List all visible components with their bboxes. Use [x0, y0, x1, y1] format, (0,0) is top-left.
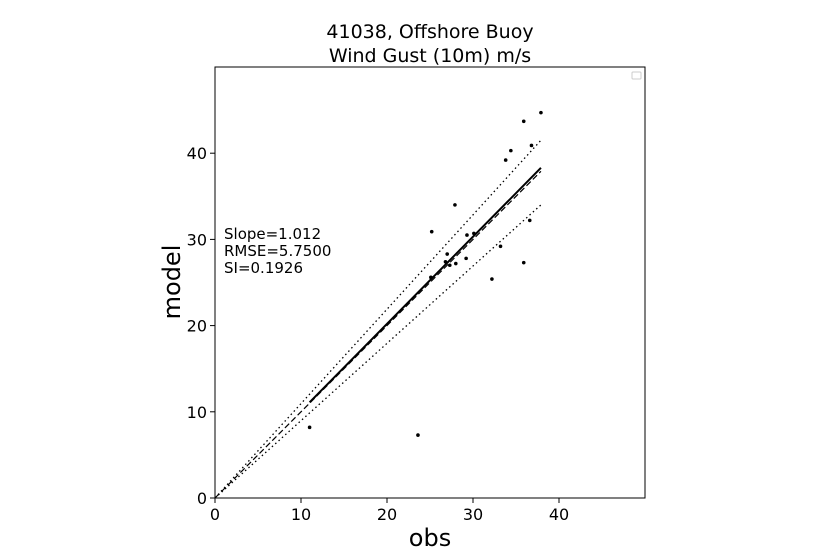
y-tick-label: 20 — [187, 317, 207, 336]
y-axis-label: model — [158, 245, 186, 320]
data-point — [429, 229, 434, 234]
fit-line — [308, 167, 542, 404]
data-point — [429, 275, 433, 280]
x-tick-label: 10 — [291, 505, 311, 524]
data-point — [527, 218, 532, 223]
y-tick-label: 0 — [197, 489, 207, 508]
data-point — [521, 260, 526, 265]
bound-lines — [214, 139, 542, 499]
y-tick-label: 10 — [187, 403, 207, 422]
data-point — [307, 425, 312, 430]
x-axis-ticks: 0 10 20 30 40 — [210, 498, 569, 524]
y-axis-ticks: 0 10 20 30 40 — [187, 144, 215, 508]
stats-rmse: RMSE=5.7500 — [224, 242, 331, 260]
data-point — [539, 110, 543, 115]
data-point — [509, 148, 513, 153]
y-tick-label: 40 — [187, 144, 207, 163]
fit-line-group — [308, 167, 542, 404]
data-point — [521, 119, 526, 124]
stats-slope: Slope=1.012 — [224, 225, 321, 243]
data-point — [454, 261, 458, 266]
data-point — [490, 277, 494, 281]
data-point — [416, 433, 420, 437]
y-tick-label: 30 — [187, 230, 207, 249]
data-point — [498, 244, 503, 249]
data-point — [445, 252, 450, 256]
lower-bound-line — [214, 204, 542, 499]
one-to-one-line — [214, 170, 542, 499]
x-tick-label: 30 — [463, 505, 483, 524]
data-point — [529, 143, 534, 148]
data-point — [472, 231, 476, 236]
legend-box — [631, 71, 642, 80]
x-tick-label: 0 — [210, 505, 220, 524]
x-tick-label: 40 — [549, 505, 569, 524]
data-point — [453, 203, 457, 207]
data-point — [447, 263, 452, 268]
one-to-one-line-group — [214, 170, 542, 499]
data-point — [503, 158, 508, 162]
x-axis-label: obs — [409, 524, 451, 552]
stats-si: SI=0.1926 — [224, 259, 303, 277]
data-point — [443, 260, 448, 264]
x-tick-label: 20 — [377, 505, 397, 524]
chart-title-line-2: Wind Gust (10m) m/s — [329, 45, 531, 67]
data-point — [465, 233, 469, 237]
data-points — [307, 110, 543, 437]
chart-title-line-1: 41038, Offshore Buoy — [326, 21, 533, 43]
data-point — [464, 256, 468, 261]
